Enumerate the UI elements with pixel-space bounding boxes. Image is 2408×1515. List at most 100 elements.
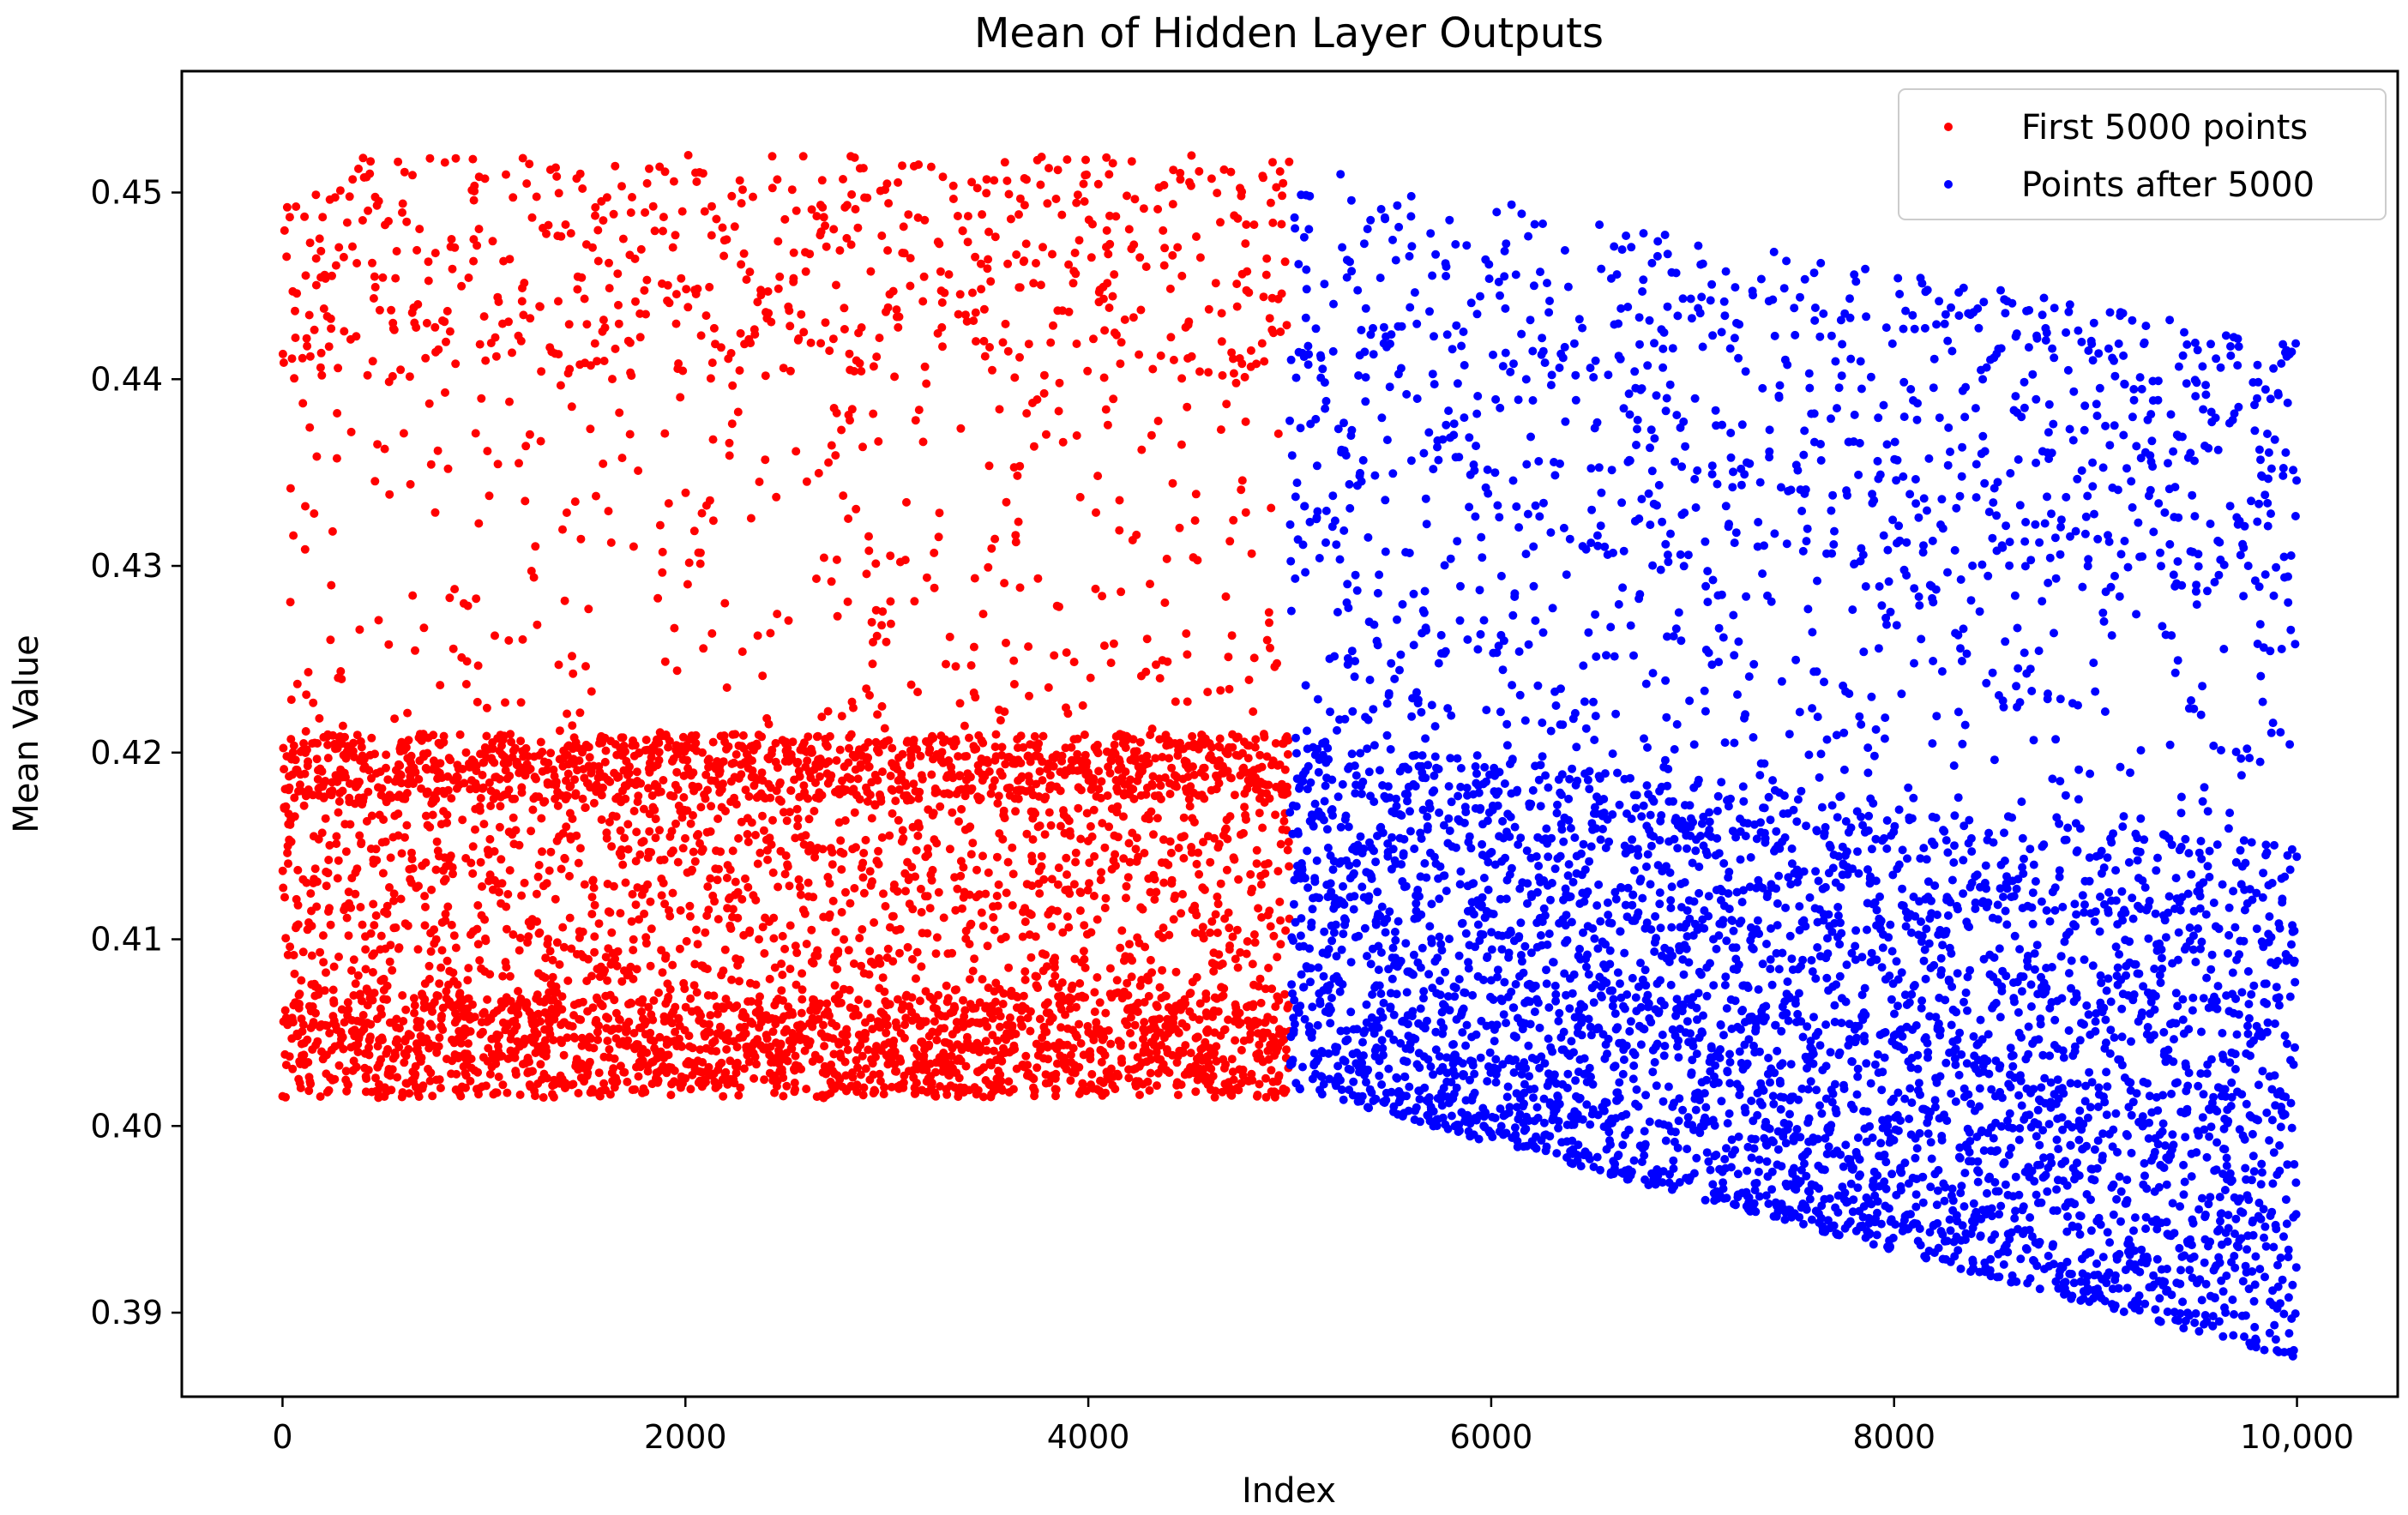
data-point-first-5000 [627,371,636,381]
data-point-first-5000 [685,911,695,921]
data-point-first-5000 [780,869,790,879]
data-point-first-5000 [614,1024,623,1033]
data-point-first-5000 [997,1056,1007,1066]
data-point-first-5000 [637,1007,647,1016]
data-point-first-5000 [870,1086,880,1096]
data-point-first-5000 [931,949,941,959]
data-point-first-5000 [1146,955,1155,965]
data-point-first-5000 [1069,1043,1078,1053]
data-point-first-5000 [1276,916,1285,925]
data-point-first-5000 [406,1031,415,1040]
data-point-first-5000 [1073,190,1082,200]
data-point-first-5000 [1092,508,1100,517]
data-point-first-5000 [983,264,992,274]
data-point-first-5000 [483,995,492,1004]
data-point-first-5000 [503,890,513,899]
data-point-first-5000 [526,764,535,773]
data-point-first-5000 [1144,976,1153,985]
data-point-first-5000 [752,1060,761,1069]
data-point-first-5000 [505,397,514,406]
data-point-first-5000 [607,928,617,937]
data-point-first-5000 [818,202,828,212]
data-point-first-5000 [589,883,599,893]
data-point-first-5000 [1020,256,1029,266]
data-point-first-5000 [614,773,623,782]
data-point-first-5000 [1244,288,1254,298]
data-point-first-5000 [507,737,516,747]
data-point-first-5000 [820,1042,829,1051]
data-point-first-5000 [404,736,413,745]
data-point-first-5000 [1234,875,1243,884]
data-point-first-5000 [1201,994,1211,1003]
data-point-first-5000 [1075,492,1085,502]
data-point-first-5000 [563,976,573,985]
data-point-first-5000 [1035,767,1044,776]
data-point-first-5000 [514,987,523,995]
data-point-first-5000 [1254,904,1263,913]
data-point-first-5000 [1242,815,1250,824]
data-point-first-5000 [367,733,376,742]
data-point-first-5000 [432,837,442,846]
data-point-first-5000 [837,712,846,721]
data-point-first-5000 [411,1070,420,1079]
data-point-first-5000 [493,460,503,469]
data-point-first-5000 [1261,869,1270,878]
data-point-first-5000 [552,171,562,181]
data-point-first-5000 [966,975,974,984]
data-point-first-5000 [1024,642,1033,652]
data-point-first-5000 [942,981,951,990]
data-point-first-5000 [574,858,583,868]
data-point-first-5000 [442,306,452,316]
data-point-first-5000 [792,980,801,989]
data-point-first-5000 [1051,1069,1061,1079]
data-point-first-5000 [515,1090,525,1099]
data-point-first-5000 [1000,814,1009,823]
data-point-first-5000 [623,1077,632,1086]
data-point-first-5000 [755,1005,764,1014]
data-point-first-5000 [1140,849,1149,857]
data-point-first-5000 [281,802,291,811]
data-point-first-5000 [466,1027,475,1036]
data-point-first-5000 [385,957,394,966]
data-point-first-5000 [518,634,527,644]
data-point-first-5000 [352,332,361,341]
data-point-first-5000 [1083,366,1093,376]
data-point-first-5000 [536,1060,545,1069]
data-point-first-5000 [1036,180,1045,189]
data-point-first-5000 [722,1045,731,1054]
data-point-first-5000 [910,597,919,606]
data-point-first-5000 [1040,830,1050,839]
data-point-first-5000 [707,201,716,211]
data-point-first-5000 [1141,262,1151,272]
data-point-first-5000 [291,306,299,316]
data-point-first-5000 [832,408,841,418]
data-point-first-5000 [847,405,857,414]
data-point-first-5000 [446,755,455,765]
data-point-first-5000 [1106,658,1116,668]
data-point-first-5000 [1259,173,1267,183]
data-point-first-5000 [879,1090,888,1099]
data-point-first-5000 [1116,943,1125,953]
data-point-first-5000 [951,905,960,915]
data-point-first-5000 [601,953,611,962]
data-point-first-5000 [1070,249,1080,257]
data-point-first-5000 [667,1019,677,1028]
data-point-first-5000 [901,1013,911,1023]
data-point-first-5000 [1243,937,1252,946]
data-point-first-5000 [1013,471,1022,480]
data-point-first-5000 [780,214,790,224]
data-point-first-5000 [707,802,716,811]
data-point-first-5000 [1253,1091,1262,1099]
data-point-first-5000 [1001,932,1010,941]
data-point-first-5000 [1069,279,1078,288]
data-point-first-5000 [1193,1032,1202,1042]
data-point-first-5000 [731,730,740,739]
data-point-first-5000 [1127,157,1136,166]
data-point-first-5000 [441,916,450,925]
data-point-first-5000 [768,745,777,754]
data-point-first-5000 [1090,1007,1099,1017]
data-point-first-5000 [602,833,611,843]
data-point-first-5000 [741,1012,750,1021]
data-point-first-5000 [1278,191,1287,201]
data-point-first-5000 [972,744,981,754]
